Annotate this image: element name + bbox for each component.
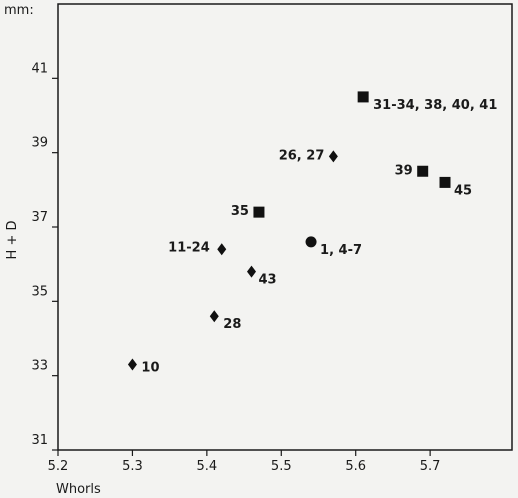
x-tick-label: 5.4 <box>197 459 218 474</box>
diamond-marker <box>247 265 257 278</box>
point-label: 43 <box>259 273 277 288</box>
data-points <box>127 91 451 371</box>
square-marker <box>439 176 451 188</box>
x-tick-label: 5.3 <box>122 459 143 474</box>
y-tick-label: 31 <box>31 433 48 448</box>
circle-marker <box>305 236 317 248</box>
point-label: 31-34, 38, 40, 41 <box>373 98 497 113</box>
square-marker <box>357 91 369 103</box>
axis-ticks: 5.2 5.3 5.4 5.5 5.6 5.7 31 33 35 37 39 41 <box>31 61 440 474</box>
diamond-marker <box>209 310 219 323</box>
point-label: 26, 27 <box>279 148 325 163</box>
x-tick-label: 5.6 <box>345 459 366 474</box>
y-tick-label: 37 <box>31 210 48 225</box>
point-label: 11-24 <box>168 240 210 255</box>
y-axis-title: H + D <box>5 221 20 260</box>
x-tick-label: 5.5 <box>271 459 292 474</box>
x-tick-label: 5.7 <box>420 459 441 474</box>
point-label: 35 <box>231 204 249 219</box>
square-marker <box>253 206 265 218</box>
square-marker <box>417 165 429 177</box>
y-tick-label: 35 <box>31 284 48 299</box>
y-unit-label: mm: <box>4 3 34 18</box>
point-label: 28 <box>223 317 241 332</box>
point-labels: 10 28 11-24 43 35 1, 4-7 26, 27 31-34, 38, 40, … <box>141 98 497 376</box>
y-tick-label: 33 <box>31 359 48 374</box>
point-label: 1, 4-7 <box>320 243 362 258</box>
point-label: 10 <box>141 361 159 376</box>
point-label: 45 <box>454 183 472 198</box>
x-tick-label: 5.2 <box>48 459 69 474</box>
x-axis-title: Whorls <box>56 482 101 497</box>
y-tick-label: 39 <box>31 136 48 151</box>
diamond-marker <box>127 358 137 371</box>
y-tick-label: 41 <box>31 61 48 76</box>
plot-frame <box>57 3 513 451</box>
point-label: 39 <box>395 163 413 178</box>
diamond-marker <box>217 243 227 256</box>
diamond-marker <box>328 150 338 163</box>
